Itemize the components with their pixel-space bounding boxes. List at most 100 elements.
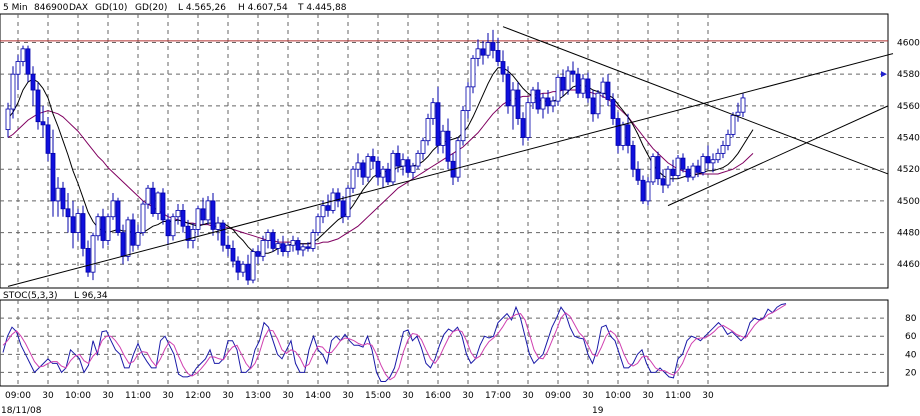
candle-body [225,244,231,249]
candle-body [85,248,91,273]
candle-body [135,232,141,246]
candle-body [515,89,521,119]
candle-body [240,263,246,273]
candle-body [365,156,371,178]
candle-body [5,108,11,131]
header-index: DAX [69,3,88,13]
time-tick-label: 30 [642,391,654,401]
candle-body [655,156,661,180]
candle-body [715,152,721,161]
candle-body [285,244,291,252]
candle-body [90,235,96,273]
candle-body [175,209,181,218]
candle-body [265,232,271,241]
candle-body [100,216,106,241]
candle-body [360,162,366,178]
candle-body [160,192,166,221]
candle-body [300,246,306,251]
candle-body [430,102,436,119]
last-price-marker-icon [881,71,887,78]
candle-body [190,228,196,241]
candle-body [170,216,176,237]
candle-body [585,78,591,99]
trendline [667,105,889,207]
candle-body [690,165,696,178]
stoch-last: L 96,34 [74,291,108,301]
candle-body [400,159,406,167]
time-tick-label: 12:00 [185,391,211,401]
candle-body [540,97,546,110]
candle-body [380,168,386,178]
candle-body [735,111,741,116]
candle-body [545,97,551,107]
stoch-y-axis: 20 40 60 80 [905,314,917,378]
candle-body [280,243,286,252]
candle-body [420,140,426,154]
candle-body [460,110,466,142]
candle-body [440,130,446,146]
candle-body [675,157,681,176]
candle-body [605,81,611,100]
candle-body [215,222,221,230]
candle-body [260,240,266,257]
header-wkn: 846900 [34,3,69,13]
candle-body [710,159,716,164]
candle-body [205,200,211,221]
price-y-axis: 4460 4480 4500 4520 4540 4560 4580 4600 [897,39,920,271]
time-tick-label: 30 [462,391,474,401]
candle-body [725,133,731,146]
candle-body [470,57,476,88]
trendlines [7,26,894,287]
time-tick-label: 30 [582,391,594,401]
candle-body [355,162,361,170]
stoch-panel [0,299,889,387]
candle-body [45,124,51,154]
candle-body [510,89,516,107]
candle-body [490,42,496,51]
candle-body [485,42,491,56]
date-label-day2: 19 [592,406,604,416]
candle-body [15,61,21,75]
stoch-lines [2,303,787,382]
candle-body [10,73,16,110]
candle-body [30,73,36,91]
price-tick-label: 4560 [897,102,920,112]
candle-body [105,216,111,241]
price-tick-label: 4600 [897,39,920,49]
time-tick-label: 30 [402,391,414,401]
time-tick-label: 14:00 [305,391,331,401]
candle-body [115,200,121,233]
candle-body [375,160,381,178]
price-tick-label: 4520 [897,165,920,175]
candle-body [600,81,606,94]
candle-body [525,102,531,138]
candle-body [500,61,506,75]
price-tick-label: 4580 [897,70,920,80]
candle-body [40,121,46,126]
candle-body [645,181,651,202]
candle-body [405,159,411,173]
candle-body [180,209,186,227]
candle-body [630,145,636,170]
time-tick-label: 16:00 [425,391,451,401]
candle-body [60,187,66,210]
candle-body [670,168,676,176]
candle-body [315,216,321,233]
candle-body [310,232,316,249]
candle-body [95,216,101,237]
time-tick-label: 30 [522,391,534,401]
candle-body [55,187,61,202]
candle-body [245,263,251,281]
candle-body [480,48,486,56]
time-tick-label: 09:00 [545,391,571,401]
stoch-d-line [2,304,787,381]
candle-body [425,118,431,142]
candle-body [575,73,581,94]
candle-body [570,70,576,75]
candle-body [635,168,641,181]
candle-body [50,152,56,202]
candle-body [665,168,671,186]
candle-body [680,157,686,170]
